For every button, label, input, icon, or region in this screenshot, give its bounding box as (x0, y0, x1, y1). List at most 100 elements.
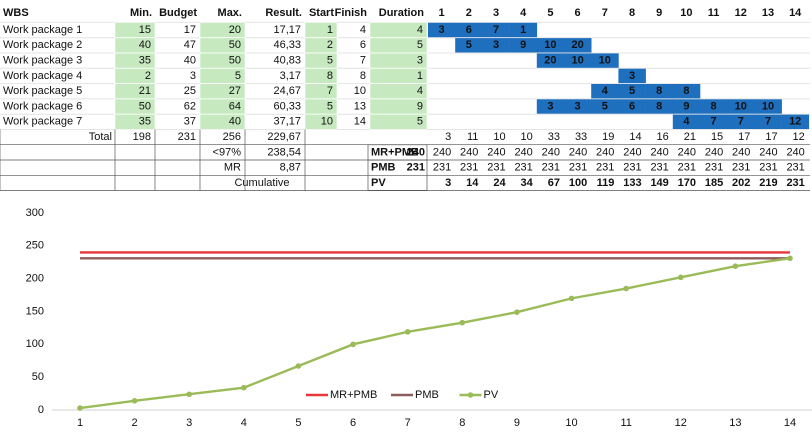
day-value: 17 (738, 131, 750, 143)
cell-value: 14 (354, 116, 366, 128)
cell-value: 10 (354, 85, 366, 97)
day-header: 13 (762, 7, 774, 19)
green-cell (369, 83, 428, 99)
point (131, 398, 138, 404)
gantt-bar (754, 99, 782, 114)
gantt-value: 12 (789, 116, 801, 128)
wbs-label: Work package 7 (3, 116, 82, 128)
wbs-label: Work package 5 (3, 85, 82, 97)
day-value: 14 (629, 131, 641, 143)
gantt-value: 5 (629, 85, 635, 97)
day-value: 185 (705, 177, 723, 189)
day-value: 231 (732, 162, 750, 174)
day-value: 231 (759, 162, 777, 174)
green-cell (114, 83, 156, 99)
y-tick-label: 50 (32, 371, 44, 383)
gantt-bar (618, 84, 646, 99)
total-label: Total (89, 131, 112, 143)
wbs-label: Work package 2 (3, 39, 82, 51)
gantt-value: 10 (762, 100, 774, 112)
day-header: 1 (439, 7, 445, 19)
x-tick-label: 10 (565, 417, 577, 429)
cell-value: 8 (327, 70, 333, 82)
cell-value: 5 (417, 116, 423, 128)
cell-value: 24,67 (273, 85, 301, 97)
gantt-bar (482, 22, 510, 38)
day-header: 2 (466, 7, 472, 19)
cell-value: 5 (327, 55, 333, 67)
column-header: Max. (218, 7, 242, 19)
day-value: 10 (493, 131, 505, 143)
day-value: 231 (514, 162, 532, 174)
cell-value: 47 (184, 39, 196, 51)
legend-label: PMB (415, 389, 439, 401)
gantt-bar (672, 114, 701, 129)
x-tick-label: 8 (459, 417, 465, 429)
x-tick-label: 3 (186, 417, 192, 429)
gantt-bar (781, 114, 810, 129)
day-value: 240 (433, 146, 451, 158)
gantt-bar (754, 114, 782, 129)
day-value: 231 (786, 177, 804, 189)
point (677, 274, 684, 281)
point (732, 263, 739, 269)
column-header: Result. (265, 7, 302, 19)
gantt-value: 10 (735, 100, 747, 112)
cell-value: 25 (184, 85, 196, 97)
cell-value: 1 (327, 24, 333, 36)
cell-value: 10 (321, 116, 333, 128)
day-value: 231 (433, 162, 451, 174)
y-tick-label: 250 (26, 240, 44, 252)
day-header: 12 (735, 7, 747, 19)
point (623, 285, 629, 292)
cell-value: 4 (360, 24, 366, 36)
gantt-bar (618, 68, 646, 84)
cell-value: 50 (139, 100, 151, 112)
green-cell (304, 114, 338, 130)
day-value: 15 (711, 131, 723, 143)
legend-marker (467, 392, 474, 398)
day-header: 7 (602, 7, 608, 19)
wbs-label: Work package 3 (3, 55, 82, 67)
cell-value: 37,17 (273, 116, 301, 128)
day-header: 8 (629, 7, 635, 19)
day-value: 231 (487, 162, 505, 174)
gantt-bar (564, 53, 592, 68)
cell-value: 64 (229, 100, 241, 112)
cell-value: 17,17 (273, 24, 301, 36)
point (568, 295, 575, 302)
day-value: 133 (623, 177, 641, 189)
gantt-bar (672, 84, 701, 99)
green-cell (114, 114, 156, 130)
cell-value: 35 (139, 55, 151, 67)
legend-label: MR+PMB (330, 389, 377, 401)
cell-value: 8 (360, 70, 366, 82)
total-value: 229,67 (267, 131, 301, 143)
x-tick-label: 13 (729, 417, 741, 429)
gantt-value: 9 (520, 39, 526, 51)
day-value: 19 (602, 131, 614, 143)
cell-value: 7 (360, 55, 366, 67)
day-header: 4 (520, 7, 527, 19)
gantt-bar (700, 114, 728, 129)
gantt-bar (564, 99, 592, 114)
gantt-bar (428, 22, 456, 38)
cell-value: 4 (417, 24, 423, 36)
key-label: PV (371, 177, 386, 189)
day-value: 231 (460, 162, 478, 174)
day-value: 240 (623, 146, 641, 158)
gantt-value: 8 (683, 85, 689, 97)
day-value: 240 (596, 146, 614, 158)
cell-value: 6 (360, 39, 366, 51)
day-value: 170 (678, 177, 696, 189)
day-value: 231 (705, 162, 723, 174)
day-value: 33 (548, 131, 560, 143)
gantt-bar (591, 99, 619, 114)
day-value: 33 (575, 131, 587, 143)
point (787, 255, 793, 262)
column-header: Start (309, 7, 334, 19)
day-header: 9 (656, 7, 662, 19)
green-cell (199, 83, 246, 99)
gantt-value: 3 (439, 24, 445, 36)
cell-value: 40 (229, 116, 241, 128)
